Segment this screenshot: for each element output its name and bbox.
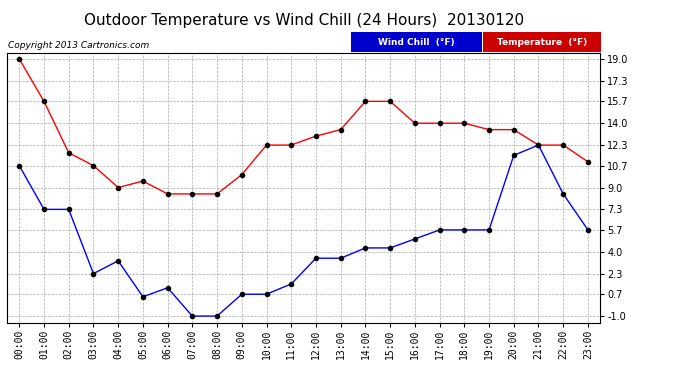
- Text: Temperature  (°F): Temperature (°F): [497, 38, 587, 46]
- FancyBboxPatch shape: [351, 32, 482, 52]
- Text: Copyright 2013 Cartronics.com: Copyright 2013 Cartronics.com: [8, 41, 149, 50]
- FancyBboxPatch shape: [483, 32, 602, 52]
- Text: Outdoor Temperature vs Wind Chill (24 Hours)  20130120: Outdoor Temperature vs Wind Chill (24 Ho…: [83, 13, 524, 28]
- Text: Wind Chill  (°F): Wind Chill (°F): [378, 38, 455, 46]
